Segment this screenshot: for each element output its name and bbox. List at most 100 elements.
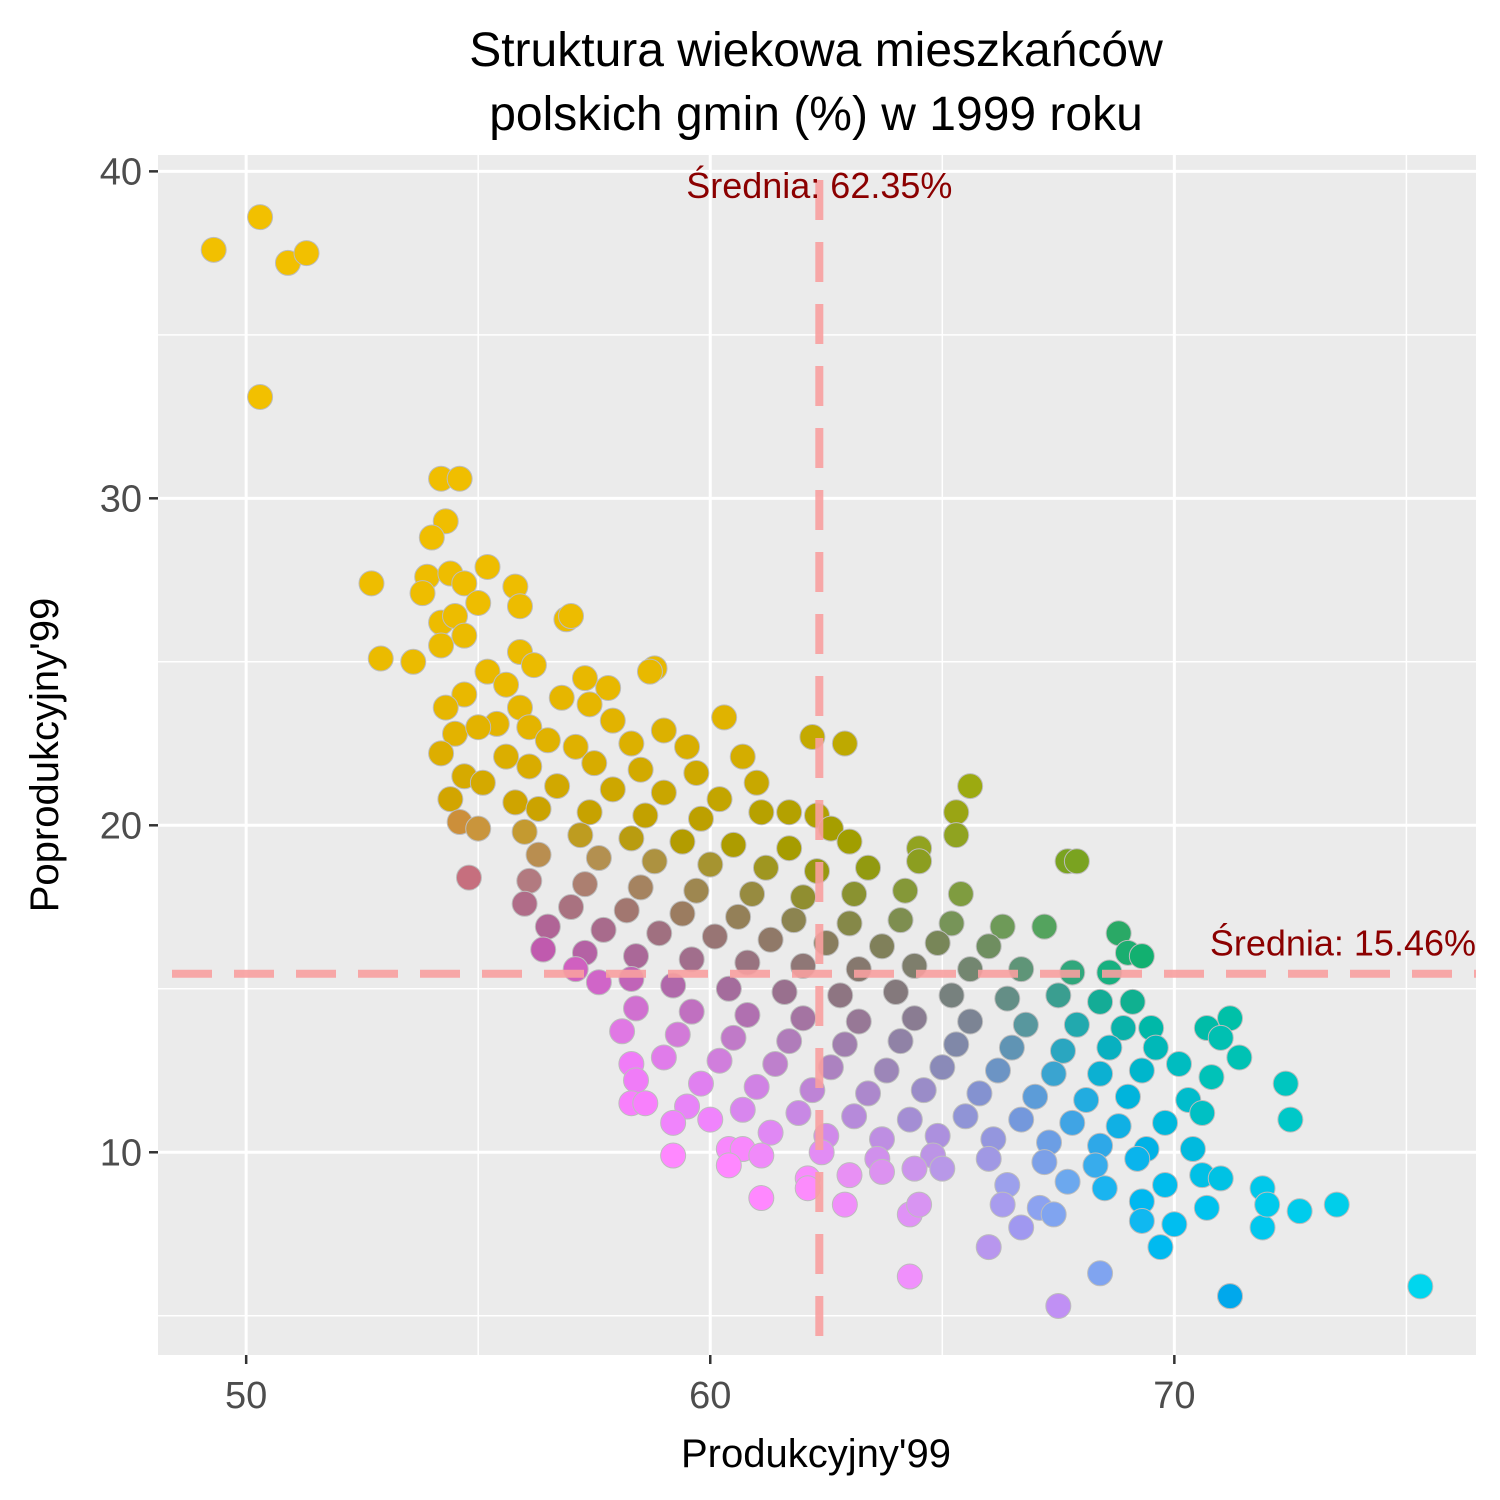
data-point [1045, 982, 1072, 1009]
data-point [752, 854, 779, 881]
data-point [437, 786, 464, 813]
data-point [400, 648, 427, 675]
data-point [534, 913, 561, 940]
data-point [1031, 913, 1058, 940]
data-point [1323, 1191, 1350, 1218]
data-point [493, 671, 520, 698]
data-point [906, 848, 933, 875]
data-point [776, 835, 803, 862]
data-point [687, 805, 714, 832]
data-point [1040, 1060, 1067, 1087]
data-point [451, 681, 478, 708]
data-point [943, 822, 970, 849]
data-point [432, 694, 459, 721]
data-point [1054, 1168, 1081, 1195]
data-point [1063, 1011, 1090, 1038]
data-point [669, 828, 696, 855]
data-point [1073, 1086, 1100, 1113]
data-point [293, 240, 320, 267]
data-point [776, 1028, 803, 1055]
data-point [929, 1054, 956, 1081]
data-point [966, 1080, 993, 1107]
data-point [511, 890, 538, 917]
data-point [1161, 1211, 1188, 1238]
data-point [558, 603, 585, 630]
data-point [687, 1070, 714, 1097]
y-tick-label: 30 [100, 478, 142, 520]
minor-gridlines [158, 155, 1476, 1355]
data-point [836, 910, 863, 937]
data-point [855, 854, 882, 881]
data-point [1096, 1034, 1123, 1061]
data-point [1049, 1037, 1076, 1064]
data-point [562, 956, 589, 983]
data-point [827, 982, 854, 1009]
data-point [627, 756, 654, 783]
x-axis: 50 60 70 [225, 1355, 1195, 1417]
y-tick-label: 40 [100, 151, 142, 193]
data-point [520, 652, 547, 679]
data-point [632, 1090, 659, 1117]
y-tick-label: 10 [100, 1132, 142, 1174]
y-axis-title: Poprodukcyjny'99 [23, 598, 67, 913]
data-point [697, 1106, 724, 1133]
data-point [1198, 1064, 1225, 1091]
data-point [576, 799, 603, 826]
data-point [1114, 1083, 1141, 1110]
data-point [1128, 1057, 1155, 1084]
data-point [943, 799, 970, 826]
data-point [1207, 1024, 1234, 1051]
data-point [632, 802, 659, 829]
data-point [831, 1191, 858, 1218]
data-point [678, 946, 705, 973]
data-point [706, 786, 733, 813]
data-point [474, 553, 501, 580]
data-point [1226, 1044, 1253, 1071]
data-point [367, 645, 394, 672]
data-point [1249, 1214, 1276, 1241]
data-point [975, 1234, 1002, 1261]
data-point [743, 769, 770, 796]
data-point [576, 691, 603, 718]
data-point [780, 907, 807, 934]
data-point [530, 936, 557, 963]
data-point [984, 1057, 1011, 1084]
data-point [525, 795, 552, 822]
data-point [558, 894, 585, 921]
data-point [1045, 1292, 1072, 1319]
data-point [664, 1021, 691, 1048]
data-point [599, 776, 626, 803]
data-point [910, 1077, 937, 1104]
data-point [1091, 1175, 1118, 1202]
data-point [585, 969, 612, 996]
data-point [1008, 1106, 1035, 1133]
data-point [623, 995, 650, 1022]
data-point [1152, 1171, 1179, 1198]
data-point [868, 933, 895, 960]
data-point [1128, 943, 1155, 970]
y-tick-label: 20 [100, 805, 142, 847]
data-point [1147, 1234, 1174, 1261]
data-point [1254, 1191, 1281, 1218]
data-point [623, 1067, 650, 1094]
data-point [887, 907, 914, 934]
x-tick-label: 70 [1153, 1375, 1195, 1417]
data-point [701, 923, 728, 950]
data-point [1128, 1207, 1155, 1234]
data-point [1119, 988, 1146, 1015]
data-point [493, 743, 520, 770]
data-point [599, 707, 626, 734]
data-point [683, 877, 710, 904]
data-point [739, 880, 766, 907]
data-point [571, 665, 598, 692]
x-tick-label: 60 [689, 1375, 731, 1417]
data-point [567, 822, 594, 849]
x-tick-label: 50 [225, 1375, 267, 1417]
data-point [943, 1031, 970, 1058]
data-point [516, 753, 543, 780]
x-axis-title: Produkcyjny'99 [681, 1432, 951, 1476]
data-point [906, 1191, 933, 1218]
data-point [1059, 1109, 1086, 1136]
data-point [845, 956, 872, 983]
